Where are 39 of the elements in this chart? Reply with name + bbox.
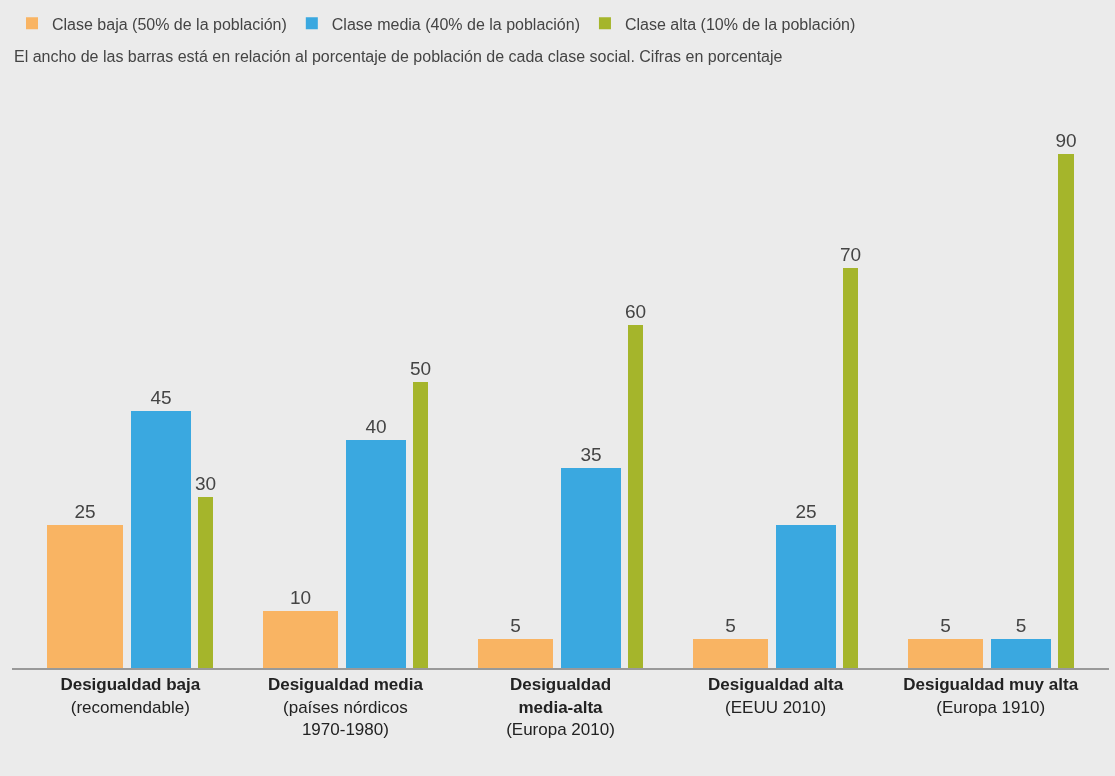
bar [843, 268, 858, 668]
bar [131, 411, 191, 668]
bar [693, 639, 768, 668]
bar [561, 468, 621, 668]
x-tick-label: Desigualdad muy alta (Europa 1910) [903, 675, 1079, 717]
bar [776, 525, 836, 668]
x-tick-label: Desigualdad media (países nórdicos 1970-1980) [267, 675, 424, 739]
bar [908, 639, 983, 668]
x-tick-label: Desigualdad media-alta (Europa 2010) [506, 675, 615, 739]
data-label: 60 [624, 301, 647, 322]
data-label: 25 [795, 501, 817, 522]
bar [346, 440, 406, 668]
data-label: 10 [289, 587, 312, 608]
x-tick-label: Desigualdad alta (EEUU 2010) [708, 675, 844, 717]
chart-subtitle: El ancho de las barras está en relación al porcentaje de población de cada clase social. Cifras en porcentaje [14, 48, 783, 65]
bar [1058, 154, 1074, 668]
bar [47, 525, 123, 668]
data-label: 5 [940, 615, 951, 636]
bar [198, 497, 213, 668]
data-label: 70 [839, 244, 862, 265]
legend-label: Clase alta (10% de la población) [624, 15, 856, 33]
data-label: 5 [725, 615, 736, 636]
data-label: 50 [409, 358, 432, 379]
data-label: 40 [365, 416, 387, 437]
data-label: 5 [510, 615, 521, 636]
data-label: 5 [1015, 615, 1027, 636]
data-label: 35 [580, 444, 602, 465]
bar [628, 325, 643, 668]
x-tick-label: Desigualdad baja (recomendable) [60, 675, 201, 717]
bar [413, 382, 428, 668]
legend-label: Clase baja (50% de la población) [52, 15, 287, 33]
bar [991, 639, 1051, 668]
legend-label: Clase media (40% de la población) [331, 15, 580, 33]
bar [263, 611, 338, 668]
data-label: 25 [74, 501, 96, 522]
data-label: 90 [1055, 130, 1077, 151]
data-label: 30 [194, 473, 217, 494]
bar [478, 639, 553, 668]
data-label: 45 [150, 387, 172, 408]
